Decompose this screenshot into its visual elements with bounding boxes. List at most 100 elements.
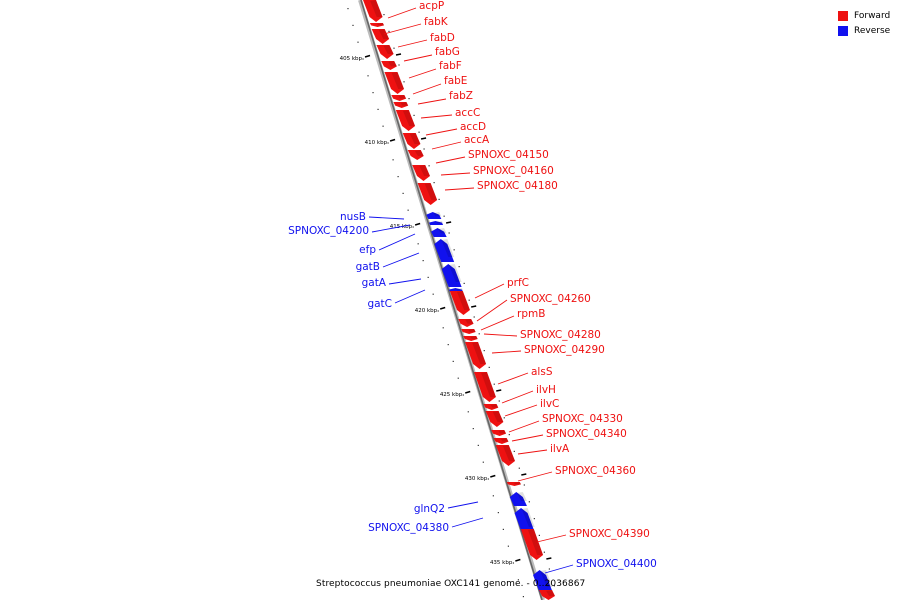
minor-tick: [512, 562, 514, 564]
major-tick-right: [496, 389, 502, 392]
reverse-gene: [428, 221, 444, 225]
gene-shade: [502, 445, 516, 461]
forward-gene: [520, 529, 544, 560]
gene-label: acpP: [419, 0, 444, 12]
gene-label: gatA: [362, 277, 387, 289]
minor-tick: [503, 417, 505, 419]
genes-layer: [363, 0, 555, 600]
minor-tick: [448, 232, 450, 234]
gene-shade: [472, 342, 487, 364]
minor-tick: [473, 316, 475, 318]
gene-label: efp: [359, 244, 376, 256]
label-leader: [480, 315, 515, 331]
minor-tick: [437, 310, 439, 312]
gene-shade: [441, 239, 455, 257]
gene-label: SPNOXC_04260: [510, 293, 591, 305]
gene-label: glnQ2: [414, 503, 445, 515]
minor-tick: [518, 467, 520, 469]
minor-tick: [388, 30, 390, 32]
major-tick-right: [395, 53, 402, 56]
label-leader: [383, 23, 422, 35]
major-tick-right: [546, 557, 552, 560]
label-leader: [417, 98, 447, 105]
forward-gene: [461, 329, 476, 334]
minor-tick: [492, 495, 494, 497]
gene-label: ilvA: [550, 443, 570, 455]
label-leader: [425, 128, 458, 136]
label-leader: [394, 289, 426, 304]
genome-caption: Streptococcus pneumoniae OXC141 genome. …: [316, 579, 586, 589]
gene-label: prfC: [507, 277, 529, 289]
minor-tick: [482, 461, 484, 463]
forward-gene: [371, 29, 390, 44]
label-leader: [368, 216, 405, 220]
gene-shade: [498, 430, 507, 434]
forward-gene: [393, 102, 409, 108]
minor-tick: [347, 8, 349, 10]
gene-shade: [492, 411, 504, 422]
minor-tick: [528, 501, 530, 503]
minor-tick: [387, 142, 389, 144]
label-leader: [440, 172, 471, 176]
minor-tick: [443, 215, 445, 217]
gene-shade: [468, 329, 476, 332]
gene-label: nusB: [340, 211, 366, 223]
label-leader: [511, 434, 544, 442]
label-leader: [412, 83, 442, 95]
label-leader: [544, 564, 574, 574]
minor-tick: [397, 176, 399, 178]
minor-tick: [372, 92, 374, 94]
minor-tick: [462, 394, 464, 396]
gene-label: fabZ: [449, 90, 473, 102]
gene-label: SPNOXC_04330: [542, 413, 623, 425]
gene-label: SPNOXC_04390: [569, 528, 650, 540]
tick-label: 420 kbp: [415, 308, 438, 314]
gene-shade: [378, 29, 390, 39]
gene-label: fabF: [439, 60, 462, 72]
forward-gene: [473, 372, 496, 402]
gene-label: SPNOXC_04160: [473, 165, 554, 177]
gene-label: accC: [455, 107, 480, 119]
gene-shade: [433, 212, 442, 217]
gene-label: SPNOXC_04200: [288, 225, 369, 237]
tick-label: 425 kbp: [440, 392, 463, 398]
minor-tick: [457, 377, 459, 379]
label-leader: [451, 517, 484, 528]
label-leader: [403, 54, 433, 62]
label-leader: [420, 114, 453, 119]
gene-shade: [456, 291, 470, 310]
legend-item-reverse: Reverse: [838, 24, 890, 38]
minor-tick: [433, 182, 435, 184]
minor-tick: [413, 114, 415, 116]
minor-tick: [553, 585, 555, 587]
gene-label: SPNOXC_04340: [546, 428, 627, 440]
gene-label: SPNOXC_04290: [524, 344, 605, 356]
gene-label: fabE: [444, 75, 467, 87]
label-leader: [447, 501, 479, 509]
legend-label-forward: Forward: [854, 11, 891, 21]
gene-shade: [398, 95, 407, 99]
gene-shade: [402, 110, 416, 126]
label-leader: [504, 404, 538, 417]
major-tick: [389, 138, 396, 142]
gene-shade: [388, 61, 397, 67]
label-leader: [517, 449, 548, 455]
label-leader: [431, 141, 462, 150]
tick-label: 410 kbp: [365, 140, 388, 146]
minor-tick: [442, 327, 444, 329]
gene-shade: [370, 0, 383, 17]
gene-shade: [377, 23, 385, 26]
minor-tick: [382, 125, 384, 127]
minor-tick: [517, 579, 519, 581]
minor-tick: [498, 400, 500, 402]
forward-gene: [493, 438, 509, 444]
gene-label: fabD: [430, 32, 455, 44]
forward-gene: [458, 319, 474, 327]
gene-shade: [456, 288, 464, 291]
forward-gene: [485, 411, 504, 427]
gene-shade: [391, 72, 405, 89]
forward-gene: [412, 165, 430, 181]
label-leader: [497, 372, 529, 385]
forward-gene: [539, 590, 555, 600]
minor-tick: [472, 428, 474, 430]
